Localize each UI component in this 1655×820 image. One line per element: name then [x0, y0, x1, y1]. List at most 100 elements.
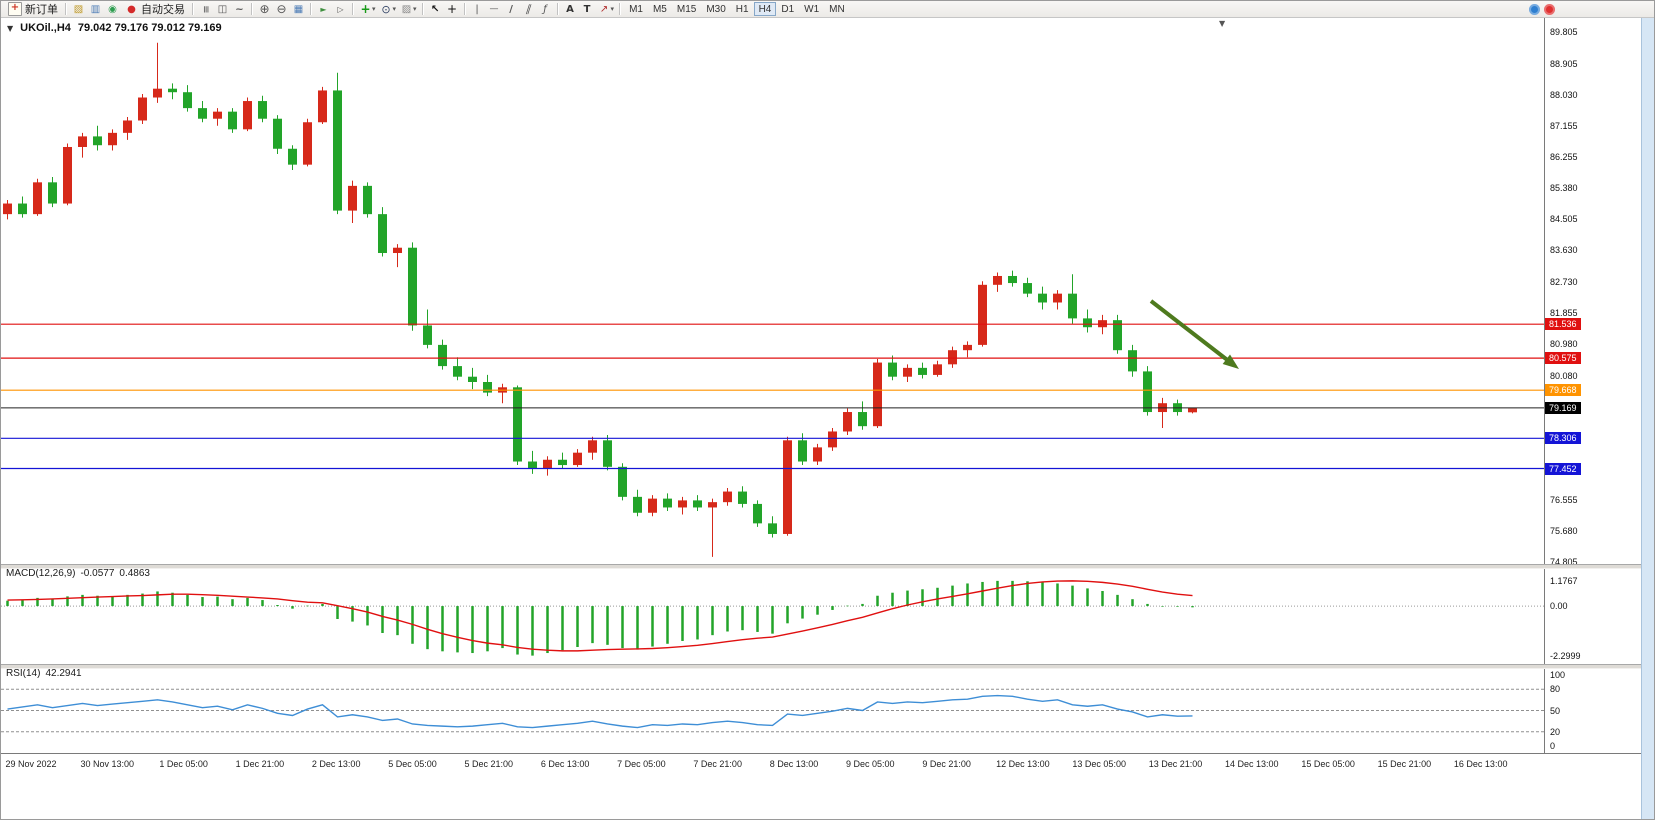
new-order-icon — [8, 2, 22, 16]
timeframe-button-d1[interactable]: D1 — [776, 2, 799, 16]
label-button[interactable] — [579, 2, 596, 17]
rsi-axis-tick: 0 — [1550, 741, 1556, 751]
chart-window-button[interactable] — [87, 2, 104, 17]
crosshair-button[interactable] — [444, 2, 461, 17]
tile-windows-button[interactable] — [290, 2, 307, 17]
macd-axis-tick: 1.1767 — [1550, 575, 1578, 586]
new-order-button[interactable]: 新订单 — [4, 2, 62, 17]
toolbar-separator — [310, 3, 312, 15]
trend-arrow[interactable] — [1149, 299, 1239, 369]
chevron-down-icon: ▾ — [392, 5, 397, 13]
macd-plot[interactable] — [1, 567, 1544, 664]
rsi-label: RSI(14) 42.2941 — [6, 668, 87, 679]
time-axis-label: 1 Dec 05:00 — [159, 759, 208, 769]
periods-icon — [380, 3, 393, 16]
ohlc-values: 79.042 79.176 79.012 79.169 — [77, 22, 222, 34]
auto-trading-button[interactable]: 自动交易 — [121, 2, 189, 17]
toolbar-separator — [192, 3, 194, 15]
price-axis-line — [1544, 18, 1545, 819]
macd-label: MACD(12,26,9) -0.0577 0.4863 — [6, 568, 155, 579]
notification-icon — [1544, 3, 1555, 15]
time-axis[interactable]: 29 Nov 2022 30 Nov 13:00 1 Dec 05:00 1 Dec … — [1, 753, 1644, 819]
macd-signal-value: 0.4863 — [119, 568, 150, 579]
tile-windows-icon — [292, 3, 305, 16]
auto-trading-icon — [125, 3, 138, 16]
chart-window-icon — [89, 3, 102, 16]
periods-button[interactable]: ▾ — [378, 2, 399, 17]
price-axis[interactable]: 89.805 88.905 88.030 87.155 86.255 85.380 84.5… — [1545, 18, 1644, 819]
status-button-blue[interactable] — [1527, 2, 1542, 17]
timeframe-button-w1[interactable]: W1 — [799, 2, 824, 16]
one-click-trading-toggle[interactable] — [7, 24, 13, 33]
cursor-button[interactable] — [427, 2, 444, 17]
rsi-axis-tick: 50 — [1550, 705, 1561, 716]
time-axis-label: 9 Dec 05:00 — [846, 759, 895, 769]
price-chart-plot[interactable] — [1, 18, 1544, 564]
toolbar-separator — [463, 3, 466, 15]
time-axis-label: 30 Nov 13:00 — [80, 759, 135, 769]
price-axis-tick: 85.380 — [1550, 183, 1578, 194]
pane-divider[interactable] — [1, 664, 1644, 669]
time-axis-label: 8 Dec 13:00 — [769, 759, 819, 769]
timeframe-button-h4[interactable]: H4 — [753, 2, 777, 16]
time-axis-label: 7 Dec 21:00 — [693, 759, 742, 769]
price-axis-tick: 82.730 — [1550, 276, 1578, 287]
chart-shift-button[interactable] — [332, 2, 349, 17]
bar-chart-icon — [199, 3, 212, 16]
fibonacci-icon — [539, 3, 552, 16]
chevron-down-icon: ▾ — [610, 5, 615, 13]
timeframe-button-h1[interactable]: H1 — [731, 2, 754, 16]
timeframe-button-m30[interactable]: M30 — [701, 2, 730, 16]
timeframe-button-m15[interactable]: M15 — [672, 2, 701, 16]
line-chart-button[interactable] — [231, 2, 248, 17]
time-axis-label: 29 Nov 2022 — [5, 759, 57, 769]
candlestick-chart-button[interactable] — [214, 2, 231, 17]
auto-trading-label: 自动交易 — [141, 4, 185, 16]
pane-divider[interactable] — [1, 564, 1644, 569]
status-icon-blue — [1529, 3, 1540, 15]
chevron-down-icon: ▾ — [372, 5, 376, 13]
vertical-scrollbar[interactable] — [1641, 18, 1654, 819]
community-button[interactable] — [104, 2, 121, 17]
zoom-out-icon — [275, 3, 288, 16]
text-button[interactable] — [562, 2, 579, 17]
zoom-out-button[interactable] — [273, 2, 290, 17]
rsi-plot[interactable] — [1, 667, 1544, 753]
vertical-line-button[interactable] — [469, 2, 486, 17]
zoom-in-button[interactable] — [256, 2, 273, 17]
price-axis-tick: 88.905 — [1550, 58, 1578, 69]
indicators-button[interactable]: ▾ — [357, 2, 378, 17]
arrows-button[interactable]: ▾ — [596, 2, 617, 17]
notification-button[interactable] — [1542, 2, 1557, 17]
timeframe-button-mn[interactable]: MN — [824, 2, 850, 16]
time-axis-label: 13 Dec 05:00 — [1072, 759, 1126, 769]
trendline-button[interactable] — [503, 2, 520, 17]
chart-shift-marker[interactable] — [1219, 19, 1225, 28]
channel-button[interactable] — [520, 2, 537, 17]
chevron-down-icon: ▾ — [413, 5, 417, 13]
toolbar-separator — [619, 3, 622, 15]
time-axis-label: 6 Dec 13:00 — [540, 759, 590, 769]
label-icon — [581, 3, 594, 16]
chart-shift-icon — [334, 3, 347, 16]
price-axis-tick: 88.030 — [1550, 89, 1578, 100]
community-icon — [106, 3, 119, 16]
text-icon — [564, 3, 577, 16]
macd-name: MACD(12,26,9) — [6, 568, 76, 579]
price-axis-tick: 86.255 — [1550, 152, 1578, 163]
profiles-button[interactable] — [70, 2, 87, 17]
bar-chart-button[interactable] — [197, 2, 214, 17]
price-axis-tick: 87.155 — [1550, 120, 1578, 131]
candlestick-icon — [216, 3, 229, 16]
horizontal-line-button[interactable] — [486, 2, 503, 17]
fibonacci-button[interactable] — [537, 2, 554, 17]
price-axis-tick: 89.805 — [1550, 26, 1578, 37]
timeframe-button-m1[interactable]: M1 — [624, 2, 648, 16]
auto-scroll-button[interactable] — [315, 2, 332, 17]
timeframe-button-m5[interactable]: M5 — [648, 2, 672, 16]
time-axis-label: 1 Dec 21:00 — [235, 759, 285, 769]
price-axis-tick: 81.855 — [1550, 307, 1578, 318]
main-toolbar: 新订单 自动交易 ▾ ▾ ▾ ▾ — [1, 1, 1654, 18]
rsi-axis-tick: 100 — [1550, 670, 1566, 680]
templates-button[interactable]: ▾ — [398, 2, 419, 17]
